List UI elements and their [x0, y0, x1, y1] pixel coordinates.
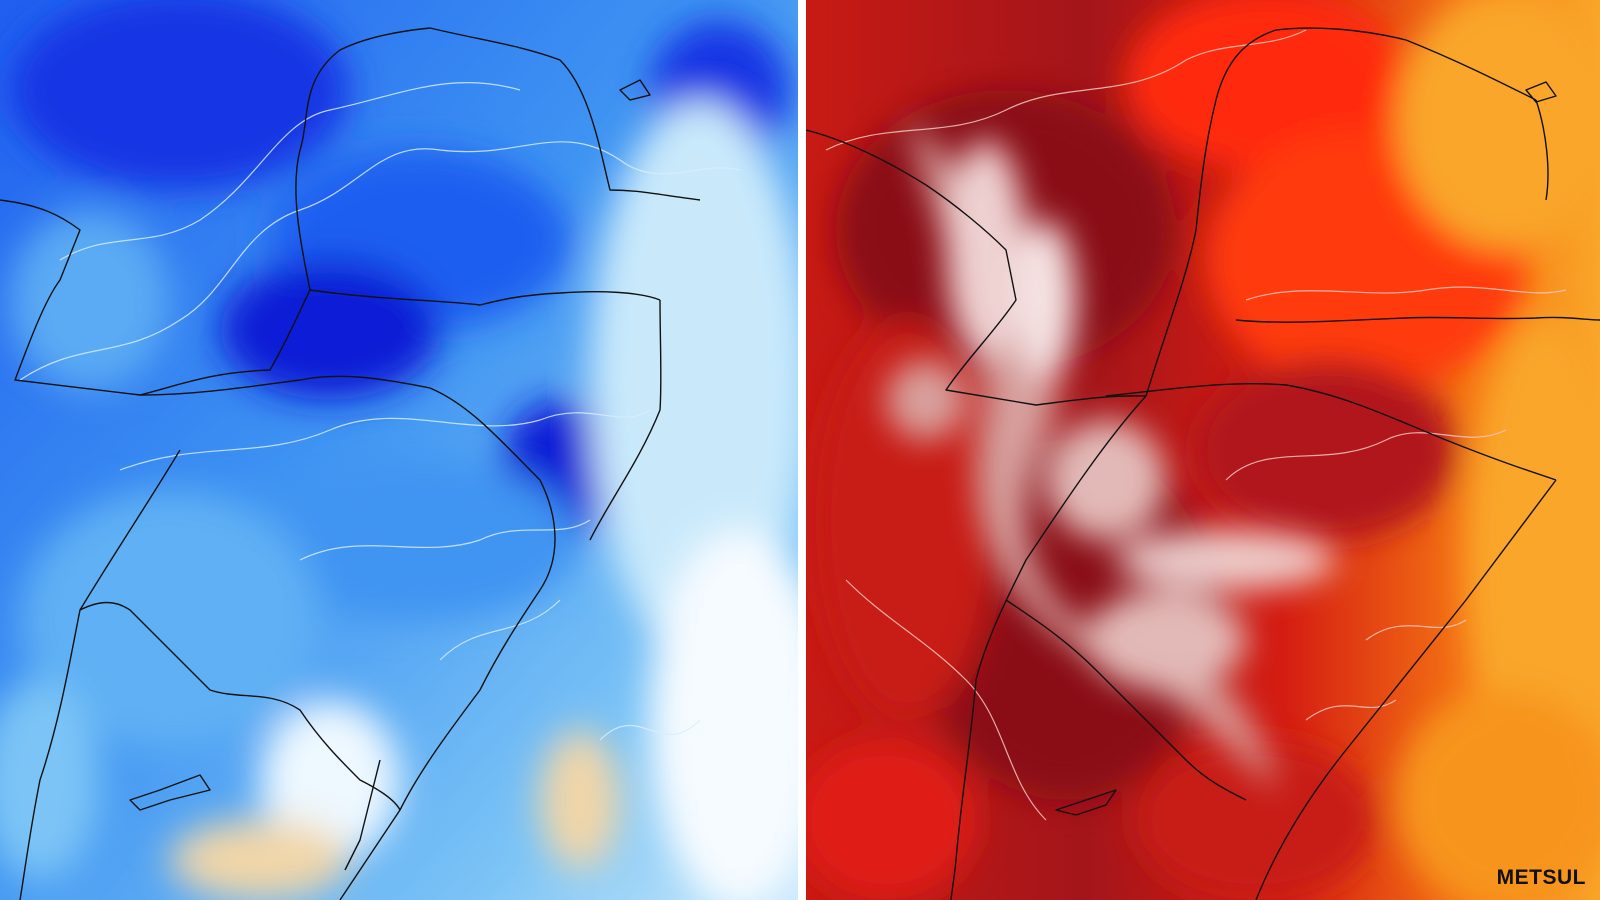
boundary-lines	[806, 27, 1600, 900]
panel-divider	[798, 0, 806, 900]
metsul-watermark: METSUL	[1496, 866, 1586, 889]
warm-anomaly-map-image	[806, 0, 1600, 900]
warm-anomaly-map: METSUL	[806, 0, 1600, 900]
boundary-lines	[0, 27, 701, 900]
anomaly-field	[0, 0, 798, 900]
contour-lines	[825, 29, 1567, 821]
cold-anomaly-map-image	[0, 0, 798, 900]
contour-lines	[19, 81, 741, 741]
pale-anomaly-band	[886, 120, 1336, 790]
cold-anomaly-map	[0, 0, 798, 900]
anomaly-field	[806, 0, 1600, 900]
